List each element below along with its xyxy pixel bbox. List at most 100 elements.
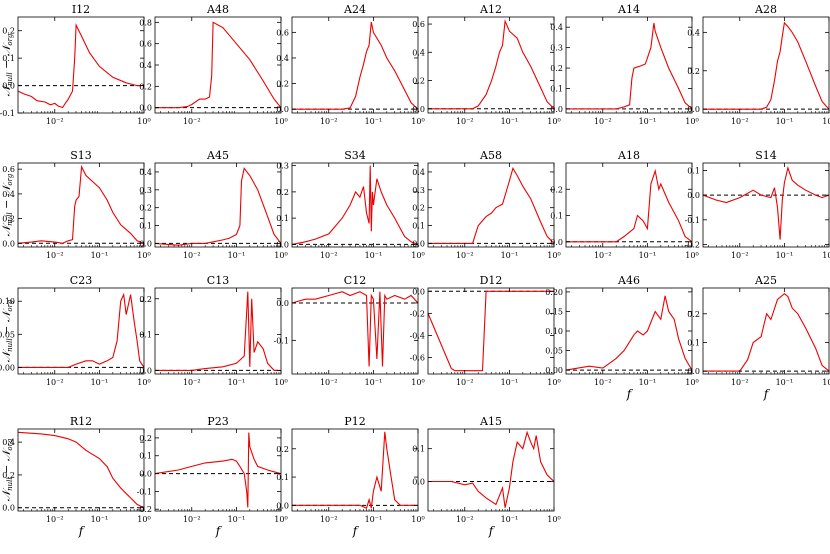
y-tick-label: 0.0 (139, 366, 152, 375)
x-tick-label: 10⁻¹ (639, 117, 657, 126)
y-tick-label: 0.0 (412, 105, 425, 114)
y-tick-label: -0.1 (685, 216, 700, 225)
y-tick-label: 0.1 (139, 222, 152, 231)
x-tick-label: 10⁻² (320, 251, 338, 260)
y-tick-label: 0.1 (412, 445, 425, 454)
series-line (155, 21, 282, 109)
x-axis-label: f (352, 524, 360, 538)
y-tick-label: 0.2 (687, 310, 700, 319)
axes-frame (565, 287, 693, 375)
x-tick-label: 10⁰ (685, 251, 698, 260)
x-tick-label: 10⁻² (320, 117, 338, 126)
series-line (17, 164, 145, 244)
panel-title: A25 (754, 274, 777, 287)
y-tick-label: -0.2 (137, 505, 152, 514)
y-tick-label: 0.2 (139, 82, 152, 91)
y-tick-label: -0.2 (685, 241, 700, 250)
x-tick-label: 10⁰ (411, 251, 424, 260)
y-tick-label: 0.3 (412, 186, 425, 195)
y-axis-label: 𝒩null − 𝒩org (0, 173, 14, 236)
y-tick-label: 0.6 (2, 165, 15, 174)
series-line (17, 23, 144, 109)
y-tick-label: 0.0 (2, 239, 15, 248)
panel-c13: C13 0.0 0.1 0.2 10⁻² 10⁻¹ 10⁰ (139, 274, 287, 387)
x-tick-label: 10⁻² (456, 515, 474, 524)
axes-frame (427, 287, 555, 375)
panel-a48: A48 0.0 0.2 0.4 0.6 0.8 10⁻² 10⁰ (139, 3, 287, 126)
x-tick-label: 10⁻² (731, 378, 749, 387)
panel-a12: A12 0.0 0.2 0.4 0.6 10⁻² 10⁻¹ 10⁰ (412, 3, 560, 126)
x-tick-label: 10⁰ (822, 251, 830, 260)
y-tick-label: 0.4 (139, 168, 152, 177)
x-tick-label: 10⁻² (46, 117, 64, 126)
axes-frame (154, 162, 282, 248)
y-tick-label: 0.1 (550, 212, 563, 221)
x-tick-label: 10⁻¹ (501, 251, 519, 260)
y-tick-label: 0.0 (412, 477, 425, 486)
y-tick-label: 0.1 (412, 222, 425, 231)
y-tick-label: 0.0 (412, 239, 425, 248)
panel-a14: A14 0.0 0.1 0.2 0.3 0.4 10⁻² 10⁻¹ 10⁰ (550, 3, 698, 126)
x-tick-label: 10⁻¹ (228, 515, 246, 524)
y-tick-label: 0.3 (276, 162, 289, 171)
y-tick-label: 0.0 (687, 367, 700, 376)
panel-s13: S13 0.0 0.2 0.4 0.6 10⁻² 10⁻¹ 10⁰ (2, 149, 150, 260)
x-tick-label: 10⁻² (320, 378, 338, 387)
y-tick-label: 0.0 (412, 287, 425, 296)
y-tick-label: 0.4 (412, 168, 425, 177)
y-tick-label: 0.2 (550, 185, 563, 194)
x-tick-label: 10⁻² (320, 515, 338, 524)
y-tick-label: 0.1 (139, 452, 152, 461)
x-tick-label: 10⁻¹ (776, 251, 794, 260)
x-tick-label: 10⁻¹ (365, 515, 383, 524)
axes-frame (702, 287, 830, 375)
x-tick-label: 10⁻² (731, 117, 749, 126)
y-tick-label: -0.4 (410, 331, 425, 340)
y-tick-label: -0.6 (410, 353, 425, 362)
y-tick-label: 0.0 (2, 504, 15, 513)
x-axis-label: f (626, 387, 634, 401)
panel-title: S34 (344, 149, 366, 162)
x-tick-label: 10⁻² (594, 117, 612, 126)
panel-a24: A24 0.0 0.2 0.4 0.6 10⁻² 10⁻¹ 10⁰ (276, 3, 424, 126)
y-tick-label: 0.4 (687, 28, 700, 37)
series-line (292, 431, 418, 509)
panel-title: A46 (617, 274, 640, 287)
x-axis-label: f (763, 387, 771, 401)
x-tick-label: 10⁰ (822, 117, 830, 126)
panel-title: S14 (755, 149, 777, 162)
axes-frame (17, 287, 145, 375)
x-tick-label: 10⁰ (685, 378, 698, 387)
y-tick-label: 0.0 (276, 299, 289, 308)
panel-title: C12 (344, 274, 366, 287)
panel-p12: P12 0.0 0.1 0.2 10⁻² 10⁻¹ 10⁰ (276, 415, 424, 524)
x-tick-label: 10⁻¹ (501, 515, 519, 524)
panel-title: A15 (479, 415, 502, 428)
y-tick-label: 0.15 (545, 307, 563, 316)
x-axis-label: f (488, 524, 496, 538)
x-tick-label: 10⁻¹ (639, 251, 657, 260)
panels-layer: I12 -0.1 0.0 0.1 0.2 10⁻² 10⁰ A48 0.0 0.2 0.4 0.6 0.… (0, 3, 830, 524)
y-tick-label: 0.4 (276, 54, 289, 63)
panel-title: A48 (206, 3, 229, 16)
y-tick-label: 0.2 (276, 80, 289, 89)
y-tick-label: 0.0 (139, 104, 152, 113)
y-tick-label: 0.0 (2, 82, 15, 91)
x-tick-label: 10⁰ (137, 117, 150, 126)
series-line (427, 290, 554, 372)
panel-title: P12 (344, 415, 365, 428)
x-tick-label: 10⁰ (137, 515, 150, 524)
y-tick-label: 0.2 (2, 471, 15, 480)
axes-frame (427, 162, 555, 248)
y-tick-label: 0.8 (139, 18, 152, 27)
y-tick-label: 0.0 (276, 501, 289, 510)
x-tick-label: 10⁰ (685, 117, 698, 126)
x-tick-label: 10⁻¹ (91, 515, 109, 524)
y-tick-label: 0.1 (276, 473, 289, 482)
axes-frame (565, 162, 693, 248)
y-tick-label: 0.00 (545, 366, 563, 375)
panel-title: A12 (479, 3, 502, 16)
y-tick-label: 0.2 (550, 64, 563, 73)
y-tick-label: 0.1 (276, 214, 289, 223)
